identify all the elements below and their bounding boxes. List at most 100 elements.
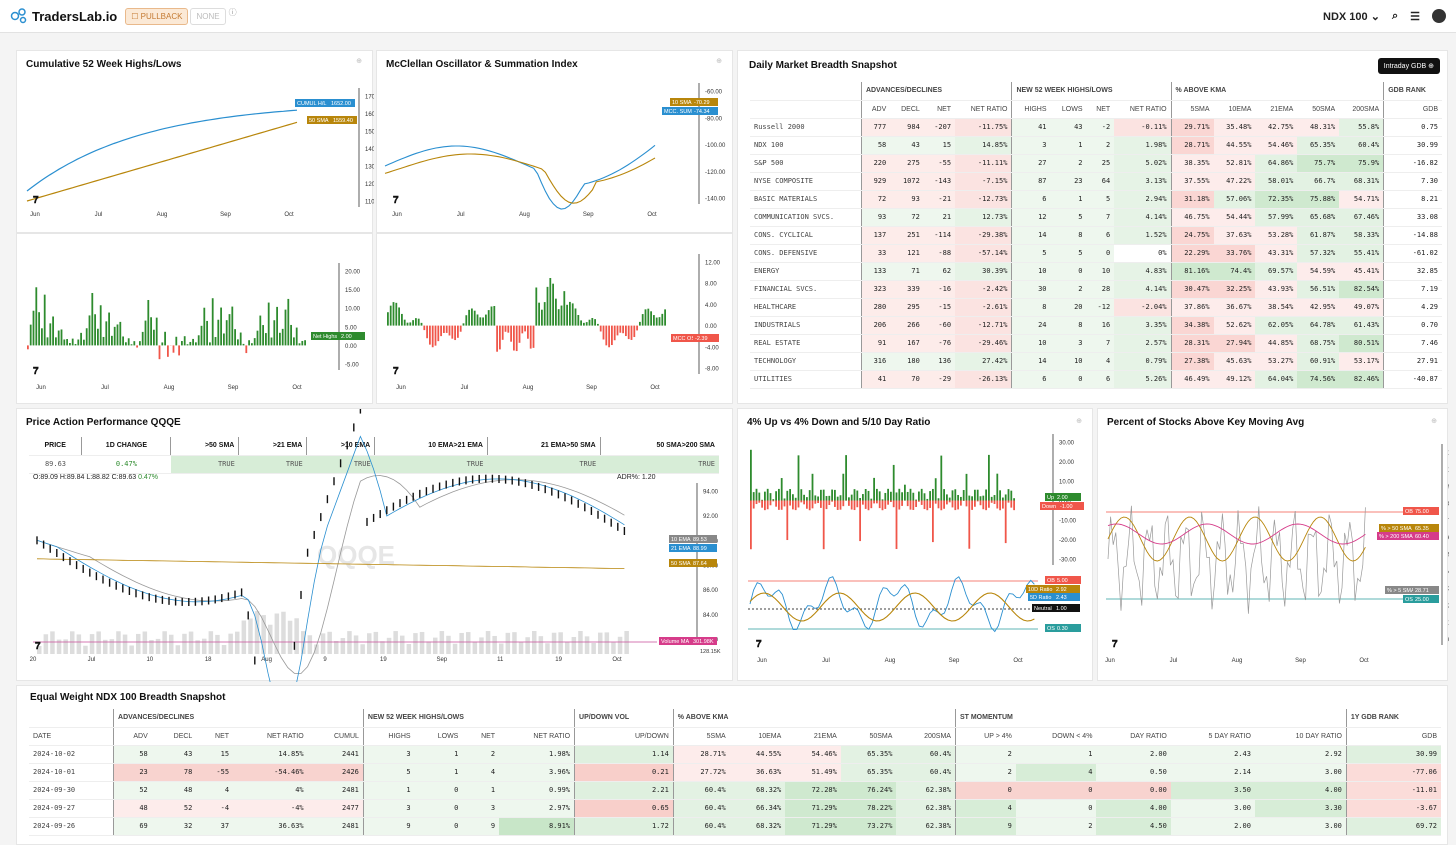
cell: -14.88 [1384, 226, 1442, 244]
column-header[interactable]: 200SMA [896, 727, 955, 745]
cell: 68.31% [1339, 172, 1383, 190]
cell: 6 [1087, 226, 1115, 244]
volume-bar [565, 642, 570, 654]
cell: 53.28% [1255, 226, 1297, 244]
tradingview-logo-icon: 𝟕 [33, 195, 39, 206]
column-header[interactable]: 21EMA [1255, 100, 1297, 118]
column-header[interactable]: DECL [152, 727, 197, 745]
up-down-chart[interactable]: 30.0020.0010.000.00-10.00-20.00-30.00Jun… [738, 409, 1094, 682]
column-header[interactable]: ADV [861, 100, 890, 118]
column-header[interactable]: UP/DOWN [575, 727, 674, 745]
column-header[interactable]: HIGHS [1012, 100, 1051, 118]
column-header[interactable]: 10 DAY RATIO [1255, 727, 1346, 745]
cell: 31.18% [1171, 190, 1214, 208]
cell: 9 [955, 817, 1015, 835]
column-header[interactable]: LOWS [1051, 100, 1087, 118]
series-value: 301.98K [693, 639, 714, 645]
column-header[interactable]: NET [1087, 100, 1115, 118]
cell: 280 [861, 298, 890, 316]
cell: -0.11% [1114, 118, 1171, 136]
ticker-select[interactable]: NDX 100 ⌄ [1323, 10, 1380, 23]
column-header[interactable]: 5 DAY RATIO [1171, 727, 1255, 745]
column-header[interactable]: DECL [890, 100, 924, 118]
x-tick-label: Sep [949, 658, 960, 664]
avatar[interactable] [1432, 9, 1446, 23]
percent-above-chart[interactable]: 110.00100.0090.0080.0070.0060.0050.0040.… [1098, 409, 1449, 682]
column-header[interactable]: NET RATIO [1114, 100, 1171, 118]
column-header[interactable]: CUMUL [308, 727, 364, 745]
info-icon[interactable]: ⓘ [229, 7, 237, 18]
column-header[interactable]: GDB [1346, 727, 1441, 745]
column-header[interactable]: NET [924, 100, 955, 118]
column-header[interactable]: NET [462, 727, 499, 745]
up-bar [870, 499, 872, 501]
column-header[interactable]: UP > 4% [955, 727, 1015, 745]
column-header[interactable]: 200SMA [1339, 100, 1383, 118]
down-bar [870, 501, 872, 509]
column-header[interactable]: HIGHS [363, 727, 414, 745]
column-header[interactable]: LOWS [415, 727, 463, 745]
column-header[interactable]: 5SMA [673, 727, 729, 745]
search-icon[interactable]: ⌕ [1392, 10, 1398, 23]
logo[interactable]: TradersLab.io [10, 7, 117, 25]
cell: 16 [1087, 316, 1115, 334]
qqqe-chart[interactable]: 94.0092.0090.0088.0086.0084.0082.0020Jul… [17, 409, 734, 682]
intraday-gdb-button[interactable]: Intraday GDB ⊕ [1378, 58, 1440, 74]
column-header[interactable]: NET RATIO [499, 727, 574, 745]
bar [44, 295, 46, 346]
up-bar [946, 494, 948, 500]
bar [223, 333, 225, 345]
column-header[interactable]: 50SMA [1297, 100, 1339, 118]
volume-bar [248, 618, 253, 654]
column-header[interactable]: 10EMA [730, 727, 786, 745]
volume-bar [605, 632, 610, 654]
pullback-badge[interactable]: ☐ PULLBACK [125, 8, 188, 25]
column-header[interactable]: 5SMA [1171, 100, 1214, 118]
bar [184, 336, 186, 345]
column-header[interactable]: 50SMA [841, 727, 897, 745]
column-header[interactable]: NET [196, 727, 233, 745]
none-badge[interactable]: NONE [190, 8, 225, 25]
cumulative-chart[interactable]: 1700.001600.001500.001400.001300.001200.… [17, 51, 374, 234]
up-bar [851, 495, 853, 501]
volume-bar [420, 632, 425, 654]
column-header[interactable]: DATE [29, 727, 114, 745]
column-header[interactable]: ADV [114, 727, 152, 745]
column-header[interactable]: DOWN < 4% [1016, 727, 1097, 745]
menu-icon[interactable]: ☰ [1410, 10, 1420, 23]
column-header[interactable]: 10EMA [1214, 100, 1256, 118]
bar [398, 307, 400, 325]
volume-bar [202, 639, 207, 654]
column-header[interactable]: GDB [1384, 100, 1442, 118]
column-header[interactable]: 21EMA [785, 727, 841, 745]
column-header[interactable]: DAY RATIO [1096, 727, 1170, 745]
down-bar [750, 501, 752, 550]
cell: 2426 [308, 763, 364, 781]
column-header[interactable]: NET RATIO [233, 727, 308, 745]
column-header[interactable]: NET RATIO [955, 100, 1012, 118]
bar [513, 326, 515, 351]
